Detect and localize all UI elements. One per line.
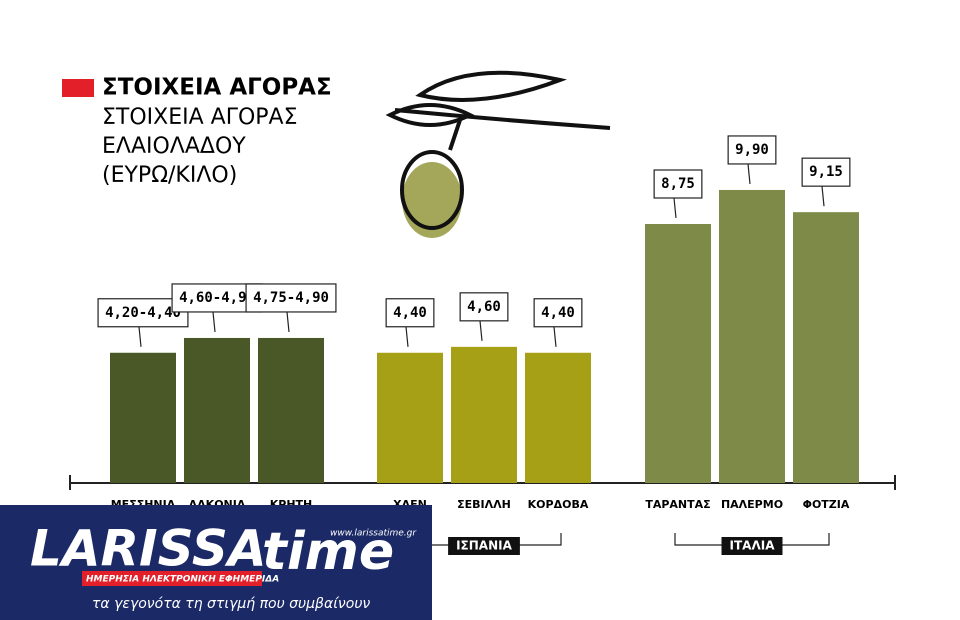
- subtitle: ΣΤΟΙΧΕΙΑ ΑΓΟΡΑΣ: [102, 105, 298, 130]
- group-label: ΙΤΑΛΙΑ: [730, 539, 776, 553]
- value-label-box: [727, 135, 777, 165]
- value-label: 4,75-4,90: [253, 290, 329, 306]
- subtitle: ΕΛΑΙΟΛΑΔΟΥ: [102, 134, 246, 159]
- bar: [719, 189, 785, 483]
- bar: [184, 337, 250, 483]
- value-label: 9,90: [735, 142, 769, 158]
- value-label-box: [801, 157, 851, 187]
- value-label-box: [533, 298, 583, 328]
- value-label: 9,15: [809, 164, 843, 180]
- logo-tagline: ΗΜΕΡΗΣΙΑ ΗΛΕΚΤΡΟΝΙΚΗ ΕΦΗΜΕΡΙΔΑ: [86, 575, 279, 585]
- category-label: ΠΑΛΕΡΜΟ: [721, 498, 783, 511]
- leader-line: [747, 163, 751, 185]
- leader-line: [212, 311, 216, 333]
- group-label: ΙΣΠΑΝΙΑ: [456, 539, 513, 553]
- tagline-bg: [82, 571, 262, 586]
- value-label-box: [459, 292, 509, 322]
- category-label: ΦΟΤΖΙΑ: [803, 498, 850, 511]
- bar: [451, 346, 517, 483]
- value-label: 8,75: [661, 176, 695, 192]
- leader-line: [138, 326, 142, 347]
- group-label-bg: [721, 537, 783, 555]
- leader-line: [553, 326, 557, 347]
- subtitle: (ΕΥΡΩ/ΚΙΛΟ): [102, 163, 237, 188]
- bar: [793, 212, 859, 483]
- logo: LARISSA time www.larissatime.gr ΗΜΕΡΗΣΙΑ…: [0, 505, 432, 620]
- olive-illustration: [385, 70, 611, 238]
- chart-title: ΣΤΟΙΧΕΙΑ ΑΓΟΡΑΣ: [102, 75, 332, 101]
- category-label: ΣΕΒΙΛΛΗ: [457, 498, 511, 511]
- leader-line: [479, 320, 483, 341]
- leader-line: [405, 326, 409, 347]
- value-label: 4,20-4,40: [105, 305, 181, 321]
- leader-line: [821, 186, 825, 207]
- logo-name: time: [262, 522, 394, 582]
- value-label-box: [385, 298, 435, 328]
- logo-url: www.larissatime.gr: [330, 529, 417, 539]
- logo-bg: [0, 505, 432, 620]
- bar: [645, 224, 711, 483]
- logo-slogan: τα γεγονότα τη στιγμή που συμβαίνουν: [92, 596, 370, 612]
- value-label: 4,60: [467, 299, 501, 315]
- value-label-box: [653, 169, 703, 199]
- leader-line: [286, 311, 290, 333]
- logo-name: LARISSA: [30, 520, 267, 578]
- category-label: ΤΑΡΑΝΤΑΣ: [645, 498, 710, 511]
- value-label: 4,40: [541, 305, 575, 321]
- value-label: 4,40: [393, 305, 427, 321]
- plot: 4,20-4,40ΜΕΣΣΗΝΙΑ4,60-4,90ΛΑΚΩΝΙΑ4,75-4,…: [97, 135, 859, 555]
- bar: [258, 337, 324, 483]
- title-marker: [62, 79, 94, 97]
- category-label: ΚΟΡΔΟΒΑ: [528, 498, 589, 511]
- bar: [525, 352, 591, 483]
- value-label-box: [245, 283, 337, 313]
- leader-line: [673, 197, 677, 219]
- bar: [110, 352, 176, 483]
- group-label-bg: [448, 537, 520, 555]
- bar: [377, 352, 443, 483]
- value-label: 4,60-4,90: [179, 290, 255, 306]
